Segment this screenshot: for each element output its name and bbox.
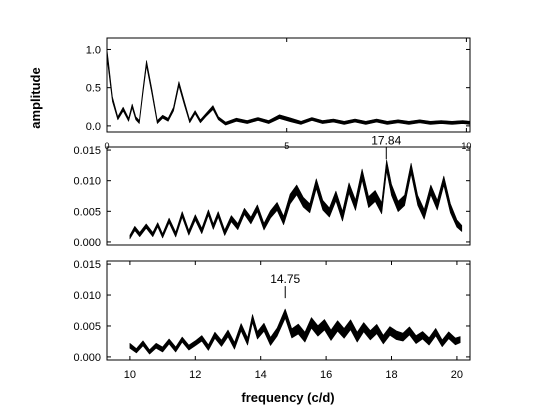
bottom-x-tick-label: 14	[255, 369, 267, 381]
top-y-tick-label: 1.0	[86, 44, 101, 56]
bottom-y-tick-label: 0.005	[73, 321, 101, 333]
top-series-band	[106, 49, 471, 126]
top-y-tick-label: 0.0	[86, 121, 101, 133]
bottom-x-tick-label: 20	[451, 369, 463, 381]
middle-panel-plot: 0.000 0.005 0.010 0.015 17.84	[73, 133, 470, 249]
bottom-x-tick-label: 16	[320, 369, 332, 381]
top-x-tick-label: 0	[104, 141, 109, 151]
middle-series-band	[129, 159, 463, 240]
bottom-x-tick-label: 18	[385, 369, 397, 381]
y-axis-title: amplitude	[28, 67, 43, 128]
top-x-tick-label: 10	[461, 141, 471, 151]
bottom-y-tick-label: 0.010	[73, 290, 101, 302]
x-axis-title: frequency (c/d)	[241, 390, 334, 405]
bottom-panel-plot: 0.000 0.005 0.010 0.015 10 12 14 16 18 20 14.75	[73, 259, 470, 381]
bottom-x-tick-label: 10	[124, 369, 136, 381]
top-panel-plot: 0.0 0.5 1.0 0 5 10	[86, 38, 471, 151]
bottom-series-band	[129, 308, 461, 355]
top-panel-frame	[106, 37, 471, 133]
bottom-y-tick-label: 0.015	[73, 259, 101, 271]
middle-panel-frame	[106, 146, 471, 246]
bottom-x-tick-label: 12	[189, 369, 201, 381]
middle-y-tick-label: 0.005	[73, 206, 101, 218]
middle-y-tick-label: 0.000	[73, 237, 101, 249]
bottom-annotation-label: 14.75	[270, 272, 300, 286]
middle-y-tick-label: 0.015	[73, 145, 101, 157]
bottom-y-tick-label: 0.000	[73, 352, 101, 364]
top-y-tick-label: 0.5	[86, 83, 101, 95]
middle-y-tick-label: 0.010	[73, 176, 101, 188]
middle-annotation-label: 17.84	[371, 133, 401, 147]
top-x-tick-label: 5	[284, 141, 289, 151]
bottom-panel-frame	[106, 260, 471, 361]
